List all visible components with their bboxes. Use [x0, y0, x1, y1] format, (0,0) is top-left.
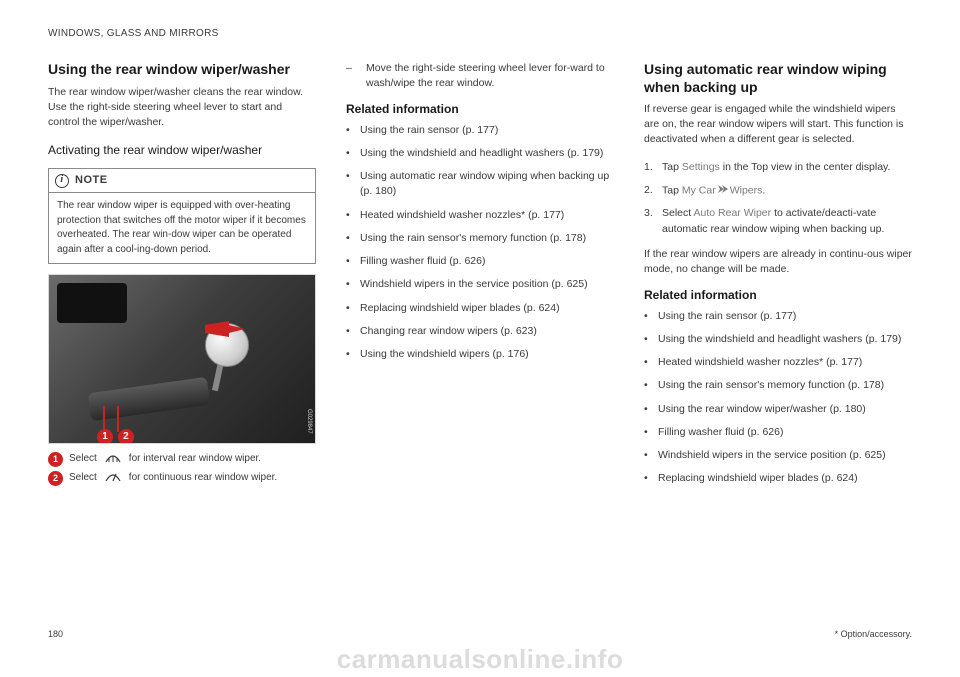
step-item: Tap Settings in the Top view in the cent…: [644, 160, 912, 175]
column-2: – Move the right-side steering wheel lev…: [346, 61, 614, 495]
arrow-icon: [205, 321, 245, 337]
callout-post: for continuous rear window wiper.: [129, 471, 277, 486]
figure-code: G029847: [303, 401, 313, 441]
callout-marker-1: 1: [97, 429, 113, 444]
dash-instruction: – Move the right-side steering wheel lev…: [346, 61, 614, 91]
step-item: Select Auto Rear Wiper to activate/deact…: [644, 206, 912, 236]
steps-list: Tap Settings in the Top view in the cent…: [644, 160, 912, 237]
callout-pre: Select: [69, 471, 97, 486]
page-number: 180: [48, 629, 63, 639]
page-footer: 180 * Option/accessory.: [48, 629, 912, 639]
column-3: Using automatic rear window wiping when …: [644, 61, 912, 495]
callout-pre: Select: [69, 452, 97, 467]
paragraph: If the rear window wipers are already in…: [644, 247, 912, 277]
list-item: Using the rain sensor (p. 177): [644, 309, 912, 324]
step-item: Tap My CarWipers.: [644, 183, 912, 199]
section-intro: If reverse gear is engaged while the win…: [644, 102, 912, 148]
related-list: Using the rain sensor (p. 177) Using the…: [346, 123, 614, 362]
step-text: Tap: [662, 161, 682, 173]
note-header: i NOTE: [49, 169, 315, 194]
list-item: Using the windshield and headlight washe…: [644, 332, 912, 347]
step-text: Tap: [662, 184, 682, 196]
list-item: Windshield wipers in the service positio…: [346, 277, 614, 292]
interval-wiper-icon: [103, 452, 123, 464]
related-info-heading: Related information: [644, 287, 912, 304]
related-list: Using the rain sensor (p. 177) Using the…: [644, 309, 912, 487]
list-item: Filling washer fluid (p. 626): [644, 425, 912, 440]
callout-post: for interval rear window wiper.: [129, 452, 261, 467]
step-text: in the Top view in the center display.: [720, 161, 891, 173]
callout-row: 1 Select for interval rear window wiper.: [48, 452, 316, 467]
list-item: Replacing windshield wiper blades (p. 62…: [346, 301, 614, 316]
note-box: i NOTE The rear window wiper is equipped…: [48, 168, 316, 265]
section-title: Using the rear window wiper/washer: [48, 61, 316, 79]
info-icon: i: [55, 174, 69, 188]
section-intro: The rear window wiper/washer cleans the …: [48, 85, 316, 131]
breadcrumb-arrow-icon: [718, 183, 728, 198]
ui-label: Settings: [682, 161, 720, 173]
list-item: Using the windshield wipers (p. 176): [346, 347, 614, 362]
list-item: Using automatic rear window wiping when …: [346, 169, 614, 199]
list-item: Filling washer fluid (p. 626): [346, 254, 614, 269]
list-item: Windshield wipers in the service positio…: [644, 448, 912, 463]
figure-stalk: 1 2 G029847: [48, 274, 316, 444]
subsection-heading: Activating the rear window wiper/washer: [48, 142, 316, 159]
chapter-heading: WINDOWS, GLASS AND MIRRORS: [48, 28, 912, 39]
step-text: Select: [662, 207, 694, 219]
watermark: carmanualsonline.info: [0, 644, 960, 675]
list-item: Using the windshield and headlight washe…: [346, 146, 614, 161]
list-item: Using the rain sensor's memory function …: [644, 378, 912, 393]
callout-row: 2 Select for continuous rear window wipe…: [48, 471, 316, 486]
dash-text: Move the right-side steering wheel lever…: [366, 61, 614, 91]
callout-marker-2: 2: [118, 429, 134, 444]
column-1: Using the rear window wiper/washer The r…: [48, 61, 316, 495]
callout-number: 1: [48, 452, 63, 467]
note-body: The rear window wiper is equipped with o…: [49, 193, 315, 263]
list-item: Replacing windshield wiper blades (p. 62…: [644, 471, 912, 486]
list-item: Changing rear window wipers (p. 623): [346, 324, 614, 339]
list-item: Using the rear window wiper/washer (p. 1…: [644, 402, 912, 417]
list-item: Using the rain sensor (p. 177): [346, 123, 614, 138]
ui-label: Auto Rear Wiper: [694, 207, 772, 219]
list-item: Heated windshield washer nozzles* (p. 17…: [644, 355, 912, 370]
section-title: Using automatic rear window wiping when …: [644, 61, 912, 96]
callout-number: 2: [48, 471, 63, 486]
footnote: * Option/accessory.: [835, 629, 912, 639]
ui-label: My Car: [682, 184, 716, 196]
ui-label: Wipers: [730, 184, 763, 196]
related-info-heading: Related information: [346, 101, 614, 118]
list-item: Heated windshield washer nozzles* (p. 17…: [346, 208, 614, 223]
note-label: NOTE: [75, 173, 108, 189]
continuous-wiper-icon: [103, 471, 123, 483]
list-item: Using the rain sensor's memory function …: [346, 231, 614, 246]
